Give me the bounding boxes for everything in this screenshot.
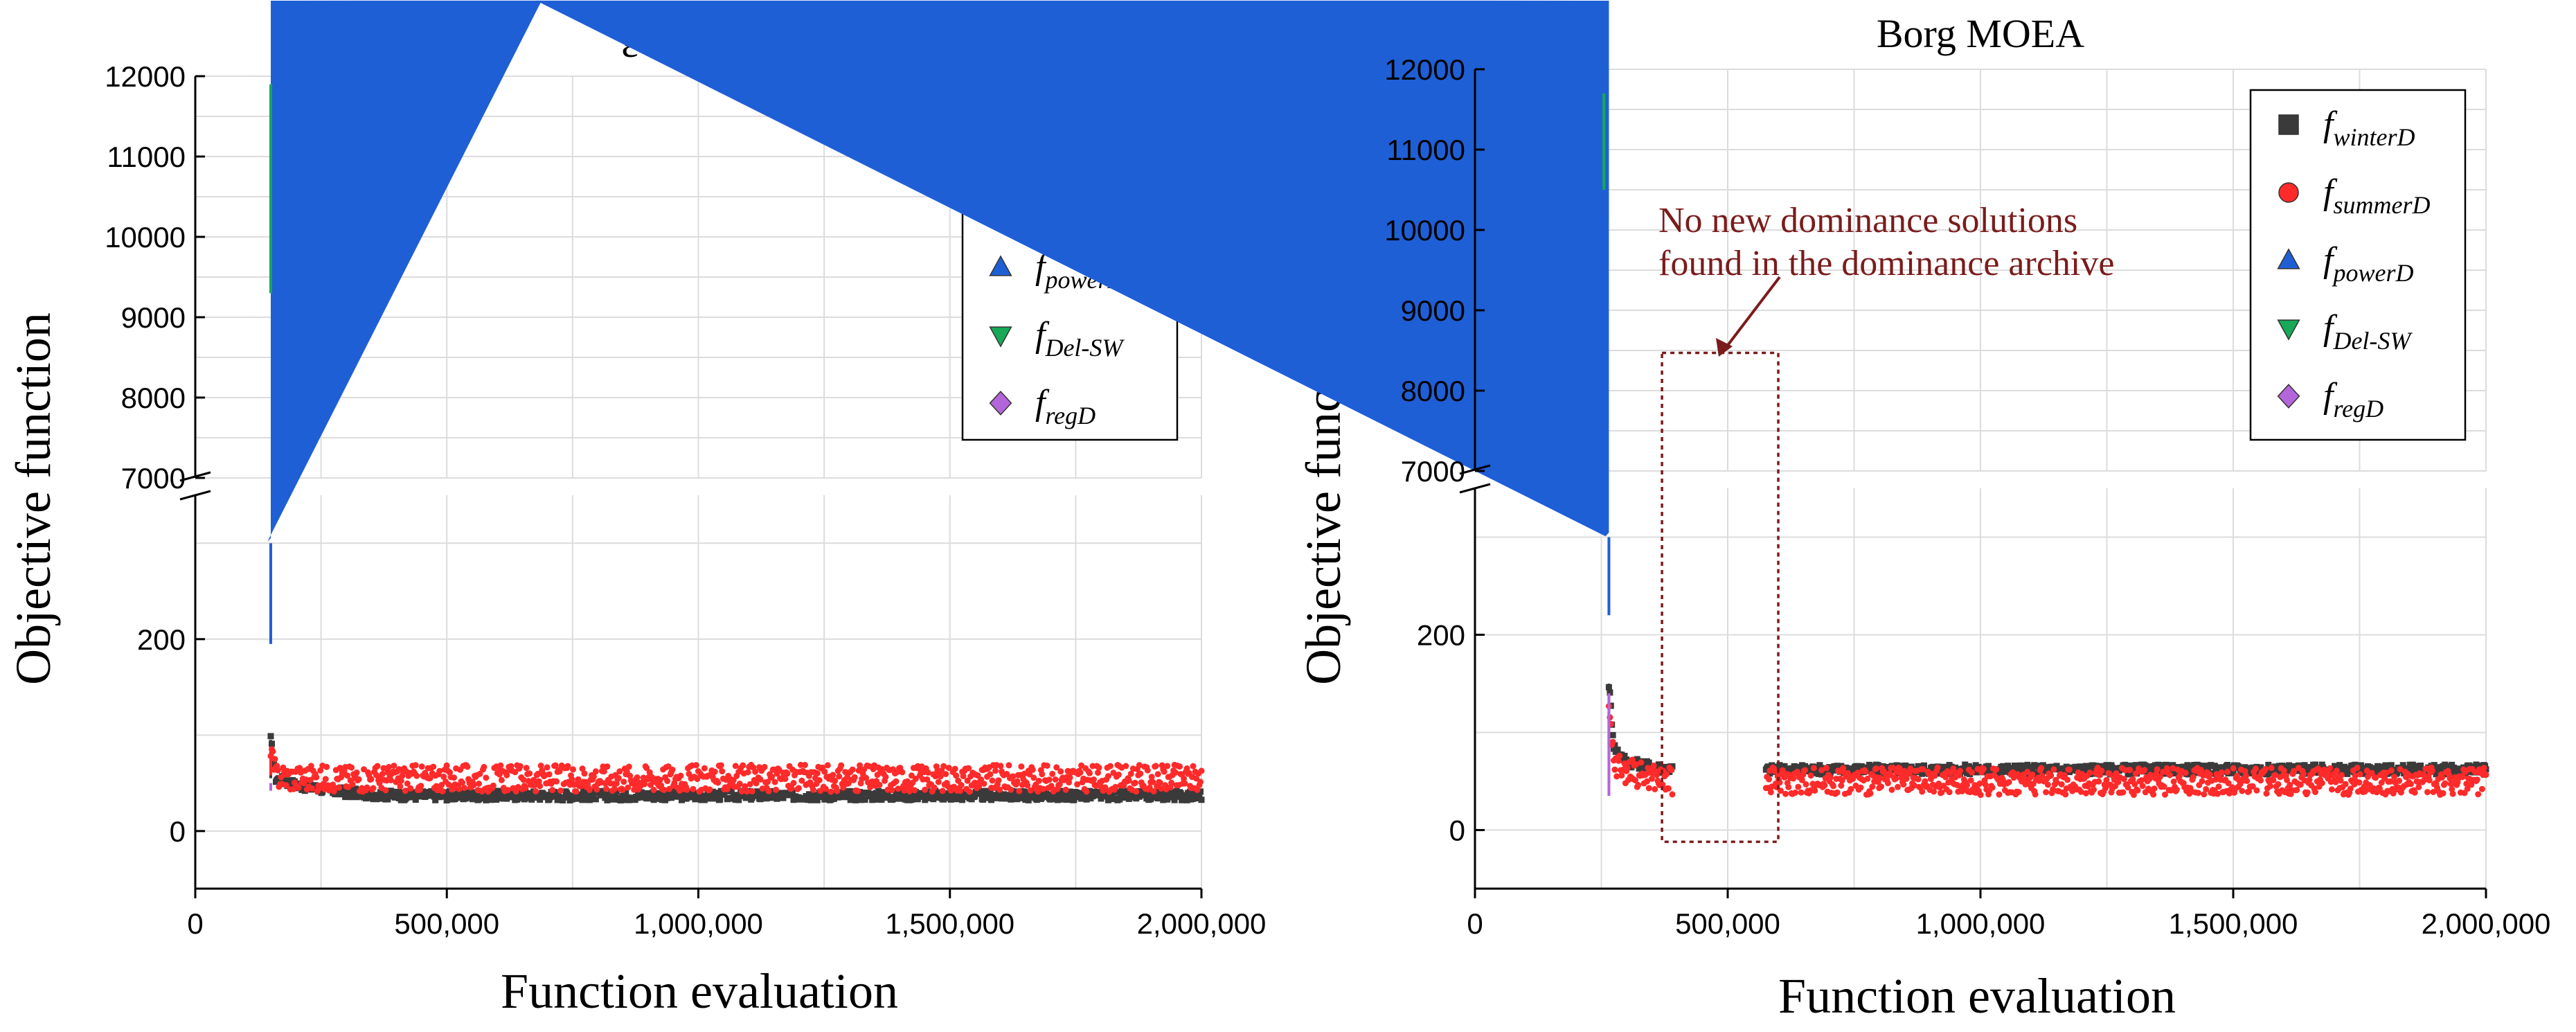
x-axis-title: Function evaluation <box>501 963 898 1019</box>
x-tick-label: 1,500,000 <box>885 907 1014 940</box>
y-tick-label: 10000 <box>1384 214 1465 247</box>
legend-marker-regD <box>2277 384 2300 409</box>
y-tick-label: 9000 <box>121 301 186 334</box>
y-tick-label: 7000 <box>1401 455 1465 488</box>
series-marks-summerD <box>267 746 1205 795</box>
x-tick-label: 1,000,000 <box>634 907 763 940</box>
y-tick-label: 11000 <box>107 141 186 173</box>
axis-break-mark <box>179 471 211 482</box>
legend-label-powerD: fpowerD <box>2323 240 2413 287</box>
x-tick-label: 500,000 <box>1675 907 1780 940</box>
y-tick-label: 12000 <box>105 60 186 93</box>
annotation-arrow <box>1723 276 1781 351</box>
y-tick-label: 0 <box>170 815 186 848</box>
legend-marker-powerD <box>989 255 1012 276</box>
legend-label-summerD: fsummerD <box>2323 172 2430 219</box>
x-axis-title: Function evaluation <box>1778 968 2176 1024</box>
series-summerD <box>267 746 1205 795</box>
series-marks-summerD <box>1605 703 2489 799</box>
dashed-box <box>1661 351 1780 844</box>
x-tick-label: 1,500,000 <box>2169 907 2298 940</box>
y-tick-label: 11000 <box>1386 134 1465 166</box>
legend-label-Del-SW: fDel-SW <box>2323 308 2413 355</box>
legend-marker-winterD <box>2278 114 2299 135</box>
series-marks-powerD <box>267 0 542 542</box>
axes: 7000 8000 9000 10000 11000 12000 0 200 0 500,000 1… <box>105 60 1266 940</box>
y-tick-label: 7000 <box>121 462 186 495</box>
annotation-text: No new dominance solutions <box>1658 201 2077 240</box>
legend-marker-summerD <box>2278 182 2299 203</box>
legend-marker-Del-SW <box>2277 319 2300 341</box>
annotation-text: found in the dominance archive <box>1658 244 2114 283</box>
x-tick-label: 500,000 <box>394 907 499 940</box>
series-summerD <box>1605 703 2489 799</box>
y-tick-label: 12000 <box>1384 53 1465 86</box>
annotation: No new dominance solutions found in the d… <box>1658 201 2114 844</box>
legend-marker-regD <box>989 391 1012 416</box>
x-tick-label: 2,000,000 <box>2422 907 2551 940</box>
x-tick-label: 2,000,000 <box>1137 907 1267 940</box>
panel-right: Borg MOEA Objective function Function ev… <box>536 0 2550 1024</box>
legend-label-regD: fregD <box>1035 383 1095 429</box>
legend-marker-powerD <box>2277 248 2300 269</box>
x-tick-label: 1,000,000 <box>1916 907 2046 940</box>
y-tick-label: 10000 <box>105 221 186 253</box>
y-tick-label: 9000 <box>1401 294 1465 327</box>
annotation-arrowhead <box>1716 338 1733 357</box>
series-marks-powerD <box>536 0 1609 537</box>
data-points <box>536 0 2489 799</box>
axis-break-mark <box>1459 464 1491 475</box>
axis-break-mark <box>1459 483 1491 494</box>
series-powerD <box>536 0 1611 616</box>
y-axis-title: Objective function <box>6 312 61 685</box>
series-marks-winterD <box>1605 684 2489 778</box>
y-tick-label: 8000 <box>1401 375 1465 407</box>
series-marks-winterD <box>267 733 1205 803</box>
y-tick-label: 8000 <box>121 382 186 414</box>
series-winterD <box>1605 683 2489 778</box>
axis-break-mark <box>179 490 211 501</box>
legend-label-Del-SW: fDel-SW <box>1035 315 1125 362</box>
legend-marker-Del-SW <box>989 326 1012 348</box>
panel-title: Borg MOEA <box>1877 11 2084 56</box>
axes: 7000 8000 9000 10000 11000 12000 0 200 0 500,000 1… <box>1384 53 2550 940</box>
series-powerD <box>267 0 542 644</box>
data-points <box>267 0 1205 803</box>
x-tick-label: 0 <box>1467 907 1483 940</box>
y-tick-label: 200 <box>137 623 186 656</box>
x-tick-label: 0 <box>187 907 203 940</box>
y-tick-label: 0 <box>1449 814 1465 846</box>
y-tick-label: 200 <box>1417 619 1465 651</box>
